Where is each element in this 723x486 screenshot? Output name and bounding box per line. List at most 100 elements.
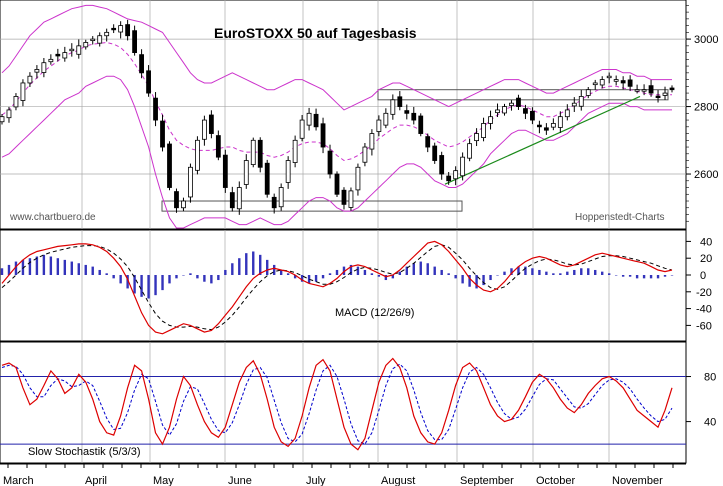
candle-body xyxy=(655,95,661,99)
candle-body xyxy=(188,166,193,198)
candle-body xyxy=(208,114,214,134)
macd-hist-bar xyxy=(621,275,625,277)
candle-body xyxy=(334,173,340,195)
macd-hist-bar xyxy=(105,273,108,275)
candle-body xyxy=(236,187,242,210)
bollinger-upper-line xyxy=(1,4,672,111)
macd-hist-bar xyxy=(147,275,150,299)
macd-hist-bar xyxy=(7,264,11,275)
macd-hist-bar xyxy=(496,275,499,276)
candle-body xyxy=(418,115,424,134)
candle-body xyxy=(55,53,61,57)
macd-hist-bar xyxy=(412,263,415,275)
macd-hist-bar xyxy=(266,259,269,275)
candle-body xyxy=(118,25,124,33)
candle-body xyxy=(453,170,459,180)
candle-body xyxy=(446,175,452,182)
macd-hist-bar xyxy=(321,275,325,279)
macd-hist-bar xyxy=(524,266,527,275)
x-tick-label: June xyxy=(228,475,252,486)
macd-hist-bar xyxy=(154,275,157,296)
stochastic-y-axis: 80 40 xyxy=(686,372,716,429)
candle-body xyxy=(48,58,54,63)
stochastic-panel: Slow Stochastik (5/3/3) 80 40 xyxy=(0,341,716,464)
candle-body xyxy=(411,112,417,121)
macd-hist-bar xyxy=(217,275,220,281)
candle-body xyxy=(662,92,668,96)
candle-body xyxy=(167,143,172,188)
macd-hist-bar xyxy=(510,268,513,275)
candle-body xyxy=(90,38,96,42)
candle-body xyxy=(6,109,12,119)
candle-body xyxy=(174,191,179,209)
candle-body xyxy=(341,189,347,205)
candle-body xyxy=(292,139,298,163)
macd-hist-bar xyxy=(259,254,262,275)
candle-body xyxy=(397,96,403,107)
candle-body xyxy=(404,110,410,114)
y-tick-label: 40 xyxy=(700,236,712,248)
macd-hist-bar xyxy=(231,263,234,275)
candle-body xyxy=(271,196,277,209)
macd-hist-bar xyxy=(601,271,604,275)
macd-label: MACD (12/26/9) xyxy=(335,307,414,319)
macd-hist-bar xyxy=(210,275,213,284)
macd-hist-bar xyxy=(342,266,346,275)
y-tick-label: 80 xyxy=(704,372,716,384)
candle-body xyxy=(160,120,165,148)
price-y-axis: 2600 2800 3000 xyxy=(686,5,718,222)
x-axis: March April May June July August September Octo… xyxy=(0,463,686,486)
macd-hist-bar xyxy=(391,275,395,279)
watermark-left: www.chartbuero.de xyxy=(9,212,96,223)
macd-hist-bar xyxy=(398,271,402,275)
macd-hist-bar xyxy=(607,273,611,275)
candle-body xyxy=(502,106,507,114)
candle-body xyxy=(592,82,598,86)
stochastic-k-line xyxy=(1,357,673,451)
macd-hist-bar xyxy=(628,275,632,277)
candlestick-series xyxy=(0,19,675,215)
macd-hist-bar xyxy=(98,269,101,275)
candle-body xyxy=(488,116,493,124)
candle-body xyxy=(550,123,556,128)
macd-hist-bar xyxy=(35,256,39,275)
macd-line xyxy=(1,240,673,335)
macd-hist-bar xyxy=(307,275,311,284)
candle-body xyxy=(355,166,361,191)
stochastic-d-line xyxy=(1,363,673,445)
y-tick-label: -20 xyxy=(696,287,712,299)
x-tick-label: March xyxy=(3,475,34,486)
macd-hist-bar xyxy=(454,275,457,279)
macd-hist-bar xyxy=(245,253,248,275)
candle-body xyxy=(425,136,431,148)
macd-hist-bar xyxy=(42,254,46,275)
candle-body xyxy=(83,42,89,48)
candle-body xyxy=(439,155,445,175)
macd-hist-bar xyxy=(56,258,60,275)
macd-histogram xyxy=(0,251,674,299)
chart-title: EuroSTOXX 50 auf Tagesbasis xyxy=(214,25,417,41)
candle-body xyxy=(369,133,375,150)
candle-body xyxy=(181,200,186,209)
macd-hist-bar xyxy=(545,271,548,275)
macd-hist-bar xyxy=(0,268,4,275)
macd-hist-bar xyxy=(28,258,32,275)
macd-hist-bar xyxy=(91,266,94,275)
candle-body xyxy=(390,99,396,115)
stochastic-panel-frame xyxy=(0,341,687,464)
candle-body xyxy=(104,31,110,37)
macd-hist-bar xyxy=(356,266,360,275)
candle-body xyxy=(34,69,40,73)
macd-hist-bar xyxy=(328,273,332,275)
candle-body xyxy=(348,190,354,208)
macd-hist-bar xyxy=(77,263,80,275)
macd-hist-bar xyxy=(552,273,555,275)
candle-body xyxy=(530,110,535,121)
macd-hist-bar xyxy=(349,264,353,275)
candle-body xyxy=(278,187,284,208)
candle-body xyxy=(264,162,270,195)
candle-body xyxy=(76,45,82,55)
macd-hist-bar xyxy=(286,273,290,275)
candle-body xyxy=(523,108,528,114)
resistance-zone xyxy=(377,89,669,101)
